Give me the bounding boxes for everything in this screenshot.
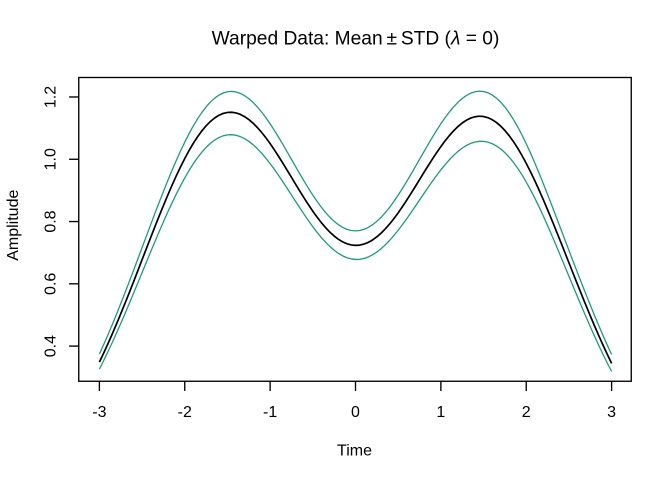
svg-text:3: 3 <box>607 404 616 421</box>
svg-text:1: 1 <box>436 404 445 421</box>
svg-text:0: 0 <box>351 404 360 421</box>
svg-text:2: 2 <box>522 404 531 421</box>
svg-text:0.8: 0.8 <box>43 210 60 232</box>
svg-text:-2: -2 <box>178 404 192 421</box>
svg-text:-3: -3 <box>92 404 106 421</box>
svg-text:-1: -1 <box>263 404 277 421</box>
svg-text:1.2: 1.2 <box>43 86 60 108</box>
svg-text:0.4: 0.4 <box>43 335 60 357</box>
svg-text:Amplitude: Amplitude <box>5 190 22 261</box>
svg-text:0.6: 0.6 <box>43 273 60 295</box>
svg-text:1.0: 1.0 <box>43 148 60 170</box>
svg-text:Time: Time <box>337 443 372 460</box>
svg-text:Warped Data: Mean ± STD (λ = 0: Warped Data: Mean ± STD (λ = 0) <box>212 29 500 50</box>
